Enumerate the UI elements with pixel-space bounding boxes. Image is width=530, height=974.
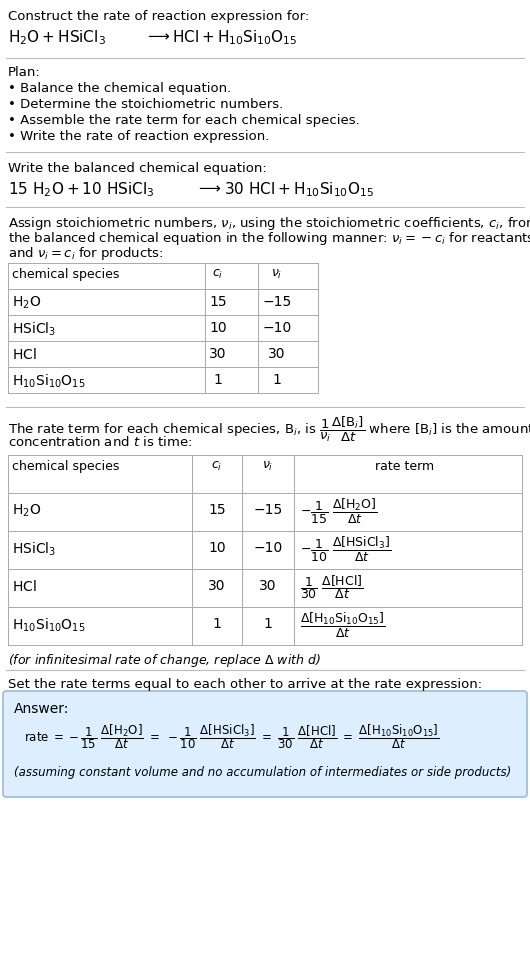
Text: chemical species: chemical species — [12, 268, 119, 281]
Text: $\mathrm{HCl}$: $\mathrm{HCl}$ — [12, 347, 37, 362]
Text: • Assemble the rate term for each chemical species.: • Assemble the rate term for each chemic… — [8, 114, 360, 127]
Text: 1: 1 — [272, 373, 281, 387]
Text: 1: 1 — [263, 617, 272, 631]
Text: $\mathrm{H_{10}Si_{10}O_{15}}$: $\mathrm{H_{10}Si_{10}O_{15}}$ — [12, 617, 85, 634]
Text: $\nu_i$: $\nu_i$ — [262, 460, 273, 473]
Text: −15: −15 — [253, 503, 282, 517]
Text: $\dfrac{1}{30}\ \dfrac{\Delta[\mathrm{HCl}]}{\Delta t}$: $\dfrac{1}{30}\ \dfrac{\Delta[\mathrm{HC… — [300, 573, 364, 601]
Text: 30: 30 — [268, 347, 286, 361]
Text: $\mathrm{15\ H_2O + 10\ HSiCl_3}$: $\mathrm{15\ H_2O + 10\ HSiCl_3}$ — [8, 180, 155, 199]
Text: $\mathrm{H_{10}Si_{10}O_{15}}$: $\mathrm{H_{10}Si_{10}O_{15}}$ — [12, 373, 85, 391]
Text: (for infinitesimal rate of change, replace $\Delta$ with $d$): (for infinitesimal rate of change, repla… — [8, 652, 321, 669]
Text: −10: −10 — [253, 541, 282, 555]
Text: $\mathrm{HCl}$: $\mathrm{HCl}$ — [12, 579, 37, 594]
FancyBboxPatch shape — [3, 691, 527, 797]
Text: The rate term for each chemical species, $\mathrm{B}_i$, is $\dfrac{1}{\nu_i}\df: The rate term for each chemical species,… — [8, 415, 530, 444]
Text: $\nu_i$: $\nu_i$ — [271, 268, 282, 281]
Text: 30: 30 — [259, 579, 277, 593]
Text: the balanced chemical equation in the following manner: $\nu_i = -c_i$ for react: the balanced chemical equation in the fo… — [8, 230, 530, 247]
Text: $\mathrm{HSiCl_3}$: $\mathrm{HSiCl_3}$ — [12, 541, 56, 558]
Text: rate $= -\dfrac{1}{15}\ \dfrac{\Delta[\mathrm{H_2O}]}{\Delta t}\ =\ -\dfrac{1}{1: rate $= -\dfrac{1}{15}\ \dfrac{\Delta[\m… — [24, 722, 439, 751]
Text: Plan:: Plan: — [8, 66, 41, 79]
Text: $\mathrm{30\ HCl + H_{10}Si_{10}O_{15}}$: $\mathrm{30\ HCl + H_{10}Si_{10}O_{15}}$ — [224, 180, 374, 199]
Text: 10: 10 — [208, 541, 226, 555]
Text: (assuming constant volume and no accumulation of intermediates or side products): (assuming constant volume and no accumul… — [14, 766, 511, 779]
Text: Construct the rate of reaction expression for:: Construct the rate of reaction expressio… — [8, 10, 309, 23]
Text: $-\dfrac{1}{10}\ \dfrac{\Delta[\mathrm{HSiCl_3}]}{\Delta t}$: $-\dfrac{1}{10}\ \dfrac{\Delta[\mathrm{H… — [300, 535, 391, 564]
Text: $\mathrm{H_2O}$: $\mathrm{H_2O}$ — [12, 295, 41, 312]
Text: $\mathrm{H_2O}$: $\mathrm{H_2O}$ — [12, 503, 41, 519]
Text: $c_i$: $c_i$ — [211, 460, 223, 473]
Text: Write the balanced chemical equation:: Write the balanced chemical equation: — [8, 162, 267, 175]
Text: −10: −10 — [262, 321, 292, 335]
Text: • Determine the stoichiometric numbers.: • Determine the stoichiometric numbers. — [8, 98, 283, 111]
Text: 15: 15 — [209, 295, 227, 309]
Text: $\dfrac{\Delta[\mathrm{H_{10}Si_{10}O_{15}}]}{\Delta t}$: $\dfrac{\Delta[\mathrm{H_{10}Si_{10}O_{1… — [300, 611, 386, 640]
Text: 1: 1 — [214, 373, 223, 387]
Text: $\longrightarrow$: $\longrightarrow$ — [145, 28, 171, 43]
Text: 15: 15 — [208, 503, 226, 517]
Text: chemical species: chemical species — [12, 460, 119, 473]
Text: • Write the rate of reaction expression.: • Write the rate of reaction expression. — [8, 130, 269, 143]
Text: $\mathrm{HSiCl_3}$: $\mathrm{HSiCl_3}$ — [12, 321, 56, 338]
Text: concentration and $t$ is time:: concentration and $t$ is time: — [8, 435, 192, 449]
Text: $c_i$: $c_i$ — [213, 268, 224, 281]
Text: $\mathrm{HCl + H_{10}Si_{10}O_{15}}$: $\mathrm{HCl + H_{10}Si_{10}O_{15}}$ — [172, 28, 297, 47]
Text: and $\nu_i = c_i$ for products:: and $\nu_i = c_i$ for products: — [8, 245, 164, 262]
Text: • Balance the chemical equation.: • Balance the chemical equation. — [8, 82, 231, 95]
Text: $\mathrm{H_2O + HSiCl_3}$: $\mathrm{H_2O + HSiCl_3}$ — [8, 28, 106, 47]
Text: 1: 1 — [213, 617, 222, 631]
Text: rate term: rate term — [375, 460, 435, 473]
Text: $-\dfrac{1}{15}\ \dfrac{\Delta[\mathrm{H_2O}]}{\Delta t}$: $-\dfrac{1}{15}\ \dfrac{\Delta[\mathrm{H… — [300, 497, 377, 526]
Text: 30: 30 — [208, 579, 226, 593]
Text: 30: 30 — [209, 347, 227, 361]
Text: Answer:: Answer: — [14, 702, 69, 716]
Text: Assign stoichiometric numbers, $\nu_i$, using the stoichiometric coefficients, $: Assign stoichiometric numbers, $\nu_i$, … — [8, 215, 530, 232]
Text: $\longrightarrow$: $\longrightarrow$ — [196, 180, 222, 195]
Text: 10: 10 — [209, 321, 227, 335]
Text: −15: −15 — [262, 295, 292, 309]
Text: Set the rate terms equal to each other to arrive at the rate expression:: Set the rate terms equal to each other t… — [8, 678, 482, 691]
